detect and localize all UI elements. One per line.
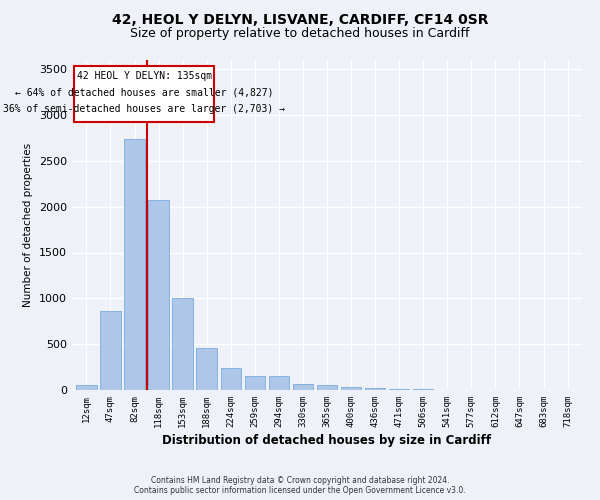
Bar xyxy=(293,384,313,390)
Text: Size of property relative to detached houses in Cardiff: Size of property relative to detached ho… xyxy=(130,28,470,40)
Bar xyxy=(196,348,217,390)
Y-axis label: Number of detached properties: Number of detached properties xyxy=(23,143,34,307)
Text: 42, HEOL Y DELYN, LISVANE, CARDIFF, CF14 0SR: 42, HEOL Y DELYN, LISVANE, CARDIFF, CF14… xyxy=(112,12,488,26)
Bar xyxy=(365,388,385,390)
Bar xyxy=(245,376,265,390)
Bar xyxy=(76,385,97,390)
Bar xyxy=(341,387,361,390)
Bar xyxy=(124,139,145,390)
Text: Contains HM Land Registry data © Crown copyright and database right 2024.
Contai: Contains HM Land Registry data © Crown c… xyxy=(134,476,466,495)
Text: ← 64% of detached houses are smaller (4,827): ← 64% of detached houses are smaller (4,… xyxy=(15,88,274,98)
X-axis label: Distribution of detached houses by size in Cardiff: Distribution of detached houses by size … xyxy=(163,434,491,447)
Bar xyxy=(172,298,193,390)
Bar xyxy=(269,376,289,390)
Bar xyxy=(100,311,121,390)
Bar xyxy=(221,368,241,390)
Text: 42 HEOL Y DELYN: 135sqm: 42 HEOL Y DELYN: 135sqm xyxy=(77,71,212,81)
Bar xyxy=(148,200,169,390)
Text: 36% of semi-detached houses are larger (2,703) →: 36% of semi-detached houses are larger (… xyxy=(3,104,285,114)
FancyBboxPatch shape xyxy=(74,66,214,122)
Bar xyxy=(413,389,433,390)
Bar xyxy=(389,388,409,390)
Bar xyxy=(317,386,337,390)
